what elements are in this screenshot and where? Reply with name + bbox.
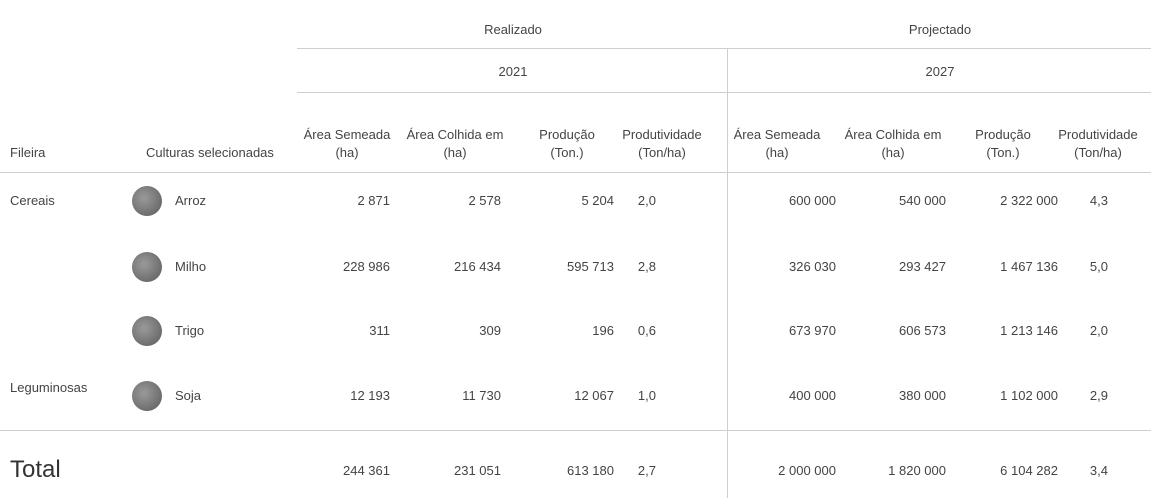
rule — [0, 430, 1151, 431]
crop-name: Trigo — [175, 323, 205, 338]
cell: 1 467 136 — [1000, 259, 1058, 274]
rule — [297, 48, 1151, 49]
crop-name: Arroz — [175, 193, 207, 208]
column-header: Produção — [975, 127, 1031, 142]
total-cell: 613 180 — [567, 463, 614, 478]
crop-icon — [132, 252, 162, 282]
crop-name: Milho — [175, 259, 207, 274]
crop-icon — [132, 381, 162, 411]
crop-icon — [132, 316, 162, 346]
group-header: Realizado — [484, 22, 542, 37]
cell: 326 030 — [789, 259, 836, 274]
cell: 2,8 — [637, 259, 656, 274]
crop-name: Soja — [175, 388, 202, 403]
cell: 1 213 146 — [1000, 323, 1058, 338]
cell: 2,0 — [637, 193, 656, 208]
cell: 606 573 — [899, 323, 946, 338]
cell: 2,9 — [1089, 388, 1108, 403]
cell: 5 204 — [581, 193, 614, 208]
column-header: Área Semeada — [733, 127, 821, 142]
rule — [297, 92, 1151, 93]
cell: 309 — [479, 323, 501, 338]
total-label: Total — [10, 456, 61, 483]
column-header: (ha) — [881, 145, 905, 160]
total-cell: 2 000 000 — [778, 463, 836, 478]
fileira: Cereais — [10, 193, 55, 208]
total-cell: 244 361 — [343, 463, 390, 478]
total-cell: 231 051 — [454, 463, 501, 478]
cell: 600 000 — [789, 193, 836, 208]
column-header: Área Colhida em — [406, 127, 504, 142]
cell: 12 067 — [574, 388, 614, 403]
fileira: Leguminosas — [10, 380, 88, 395]
cell: 11 730 — [462, 388, 501, 403]
column-header: (ha) — [765, 145, 789, 160]
divider — [727, 48, 728, 498]
cell: 5,0 — [1089, 259, 1108, 274]
column-header: (ha) — [335, 145, 359, 160]
cell: 595 713 — [567, 259, 614, 274]
column-header: Culturas selecionadas — [146, 145, 274, 160]
column-header: Fileira — [10, 145, 46, 160]
total-cell: 1 820 000 — [888, 463, 946, 478]
crop-icon — [132, 186, 162, 216]
cell: 12 193 — [350, 388, 390, 403]
cell: 1 102 000 — [1000, 388, 1058, 403]
cell: 311 — [369, 323, 390, 338]
cell: 540 000 — [899, 193, 946, 208]
group-header: Projectado — [908, 22, 972, 37]
column-header: (ha) — [443, 145, 467, 160]
column-header: (Ton/ha) — [638, 145, 686, 160]
cell: 196 — [592, 323, 614, 338]
cell: 1,0 — [637, 388, 656, 403]
total-cell: 2,7 — [637, 463, 656, 478]
cell: 2 578 — [468, 193, 501, 208]
cell: 0,6 — [637, 323, 656, 338]
column-header: (Ton.) — [550, 145, 584, 160]
column-header: (Ton/ha) — [1074, 145, 1122, 160]
column-header: Área Semeada — [303, 127, 391, 142]
total-cell: 6 104 282 — [1000, 463, 1058, 478]
cell: 293 427 — [899, 259, 946, 274]
column-header: (Ton.) — [986, 145, 1020, 160]
cell: 2 322 000 — [1000, 193, 1058, 208]
column-header: Produtividade — [622, 127, 702, 142]
column-header: Produtividade — [1058, 127, 1138, 142]
cell: 2 871 — [357, 193, 390, 208]
column-header: Produção — [539, 127, 595, 142]
cell: 228 986 — [343, 259, 390, 274]
year-header: 2021 — [498, 64, 528, 79]
cell: 673 970 — [789, 323, 836, 338]
cell: 4,3 — [1089, 193, 1108, 208]
column-header: Área Colhida em — [844, 127, 942, 142]
cell: 400 000 — [789, 388, 836, 403]
cell: 216 434 — [454, 259, 501, 274]
year-header: 2027 — [925, 64, 955, 79]
total-cell: 3,4 — [1089, 463, 1108, 478]
rule — [0, 172, 1151, 173]
cell: 2,0 — [1089, 323, 1108, 338]
cell: 380 000 — [899, 388, 946, 403]
